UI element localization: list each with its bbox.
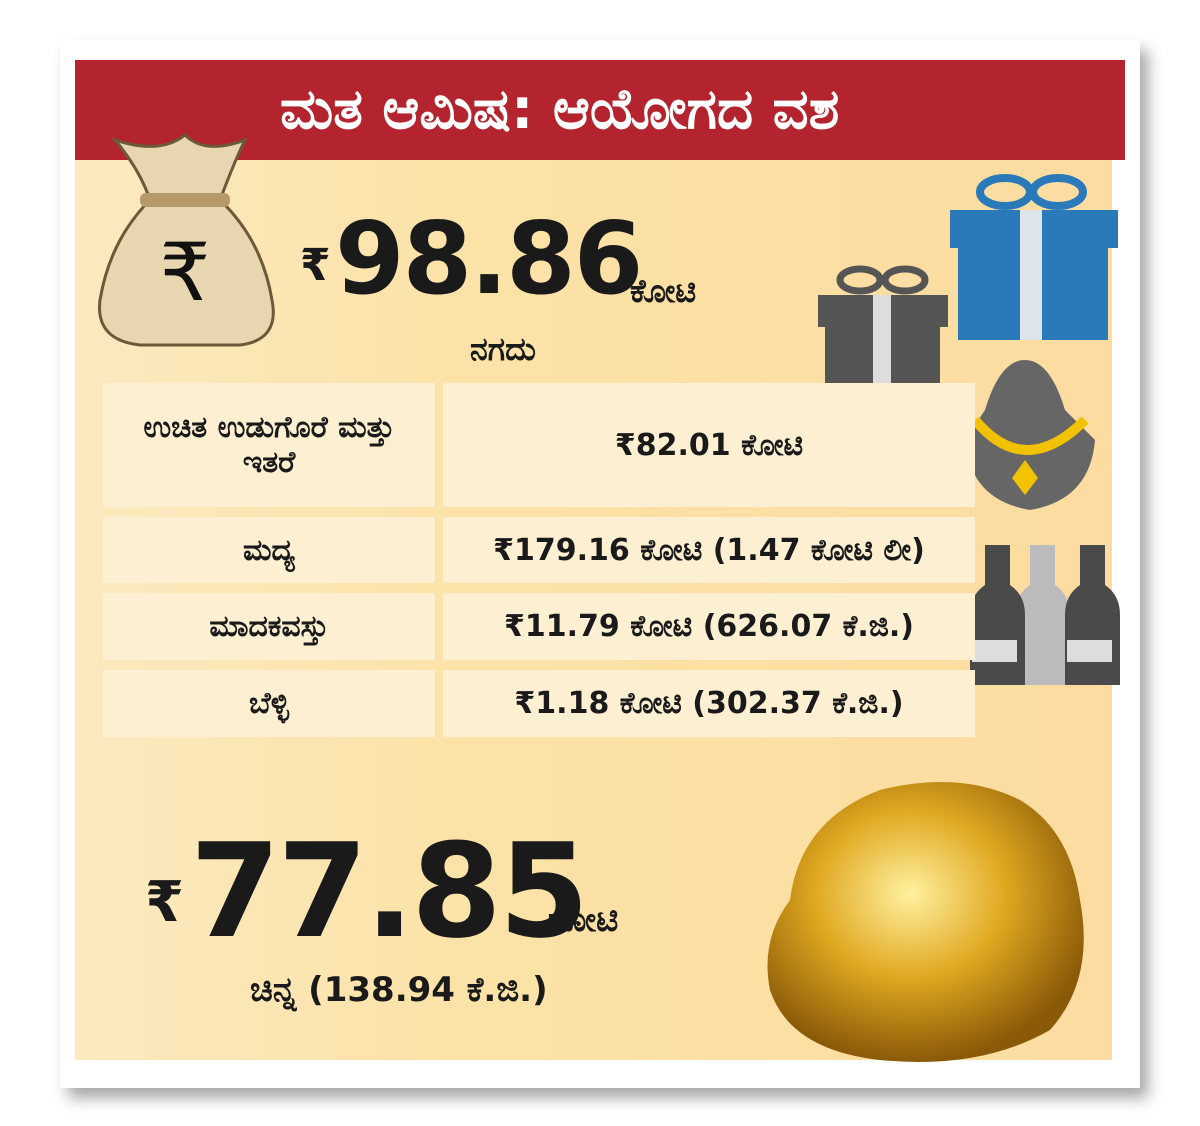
table-value: ₹1.18 ಕೋಟಿ (302.37 ಕೆ.ಜಿ.)	[443, 670, 975, 737]
cash-currency: ₹	[300, 240, 331, 291]
gold-label: ಚಿನ್ನ (138.94 ಕೆ.ಜಿ.)	[250, 970, 548, 1010]
gold-currency: ₹	[145, 870, 184, 935]
table-item: ಮದ್ಯ	[103, 517, 435, 583]
table-value: ₹179.16 ಕೋಟಿ (1.47 ಕೋಟಿ ಲೀ)	[443, 517, 975, 583]
gold-amount: 77.85	[190, 815, 589, 967]
table-item: ಬೆಳ್ಳಿ	[103, 670, 435, 737]
grey-gift	[818, 265, 948, 395]
title: ಮತ ಆಮಿಷ: ಆಯೋಗದ ವಶ	[280, 77, 840, 142]
gold-nugget	[767, 782, 1084, 1062]
table-item: ಮಾದಕವಸ್ತು	[103, 593, 435, 660]
table-item: ಉಚಿತ ಉಡುಗೊರೆ ಮತ್ತು ಇತರೆ	[103, 383, 435, 507]
header-bar	[75, 60, 1125, 160]
cash-unit: ಕೋಟಿ	[630, 272, 697, 310]
table-value: ₹82.01 ಕೋಟಿ	[443, 383, 975, 507]
gold-unit: ಕೋಟಿ	[548, 900, 619, 940]
blue-gift	[950, 174, 1118, 340]
money-bag: ₹	[98, 132, 275, 347]
svg-text:₹: ₹	[160, 226, 211, 319]
necklace	[965, 360, 1095, 510]
table-value: ₹11.79 ಕೋಟಿ (626.07 ಕೆ.ಜಿ.)	[443, 593, 975, 660]
cash-label: ನಗದು	[470, 330, 536, 368]
cash-amount: 98.86	[335, 200, 643, 317]
bottles	[970, 545, 1120, 685]
